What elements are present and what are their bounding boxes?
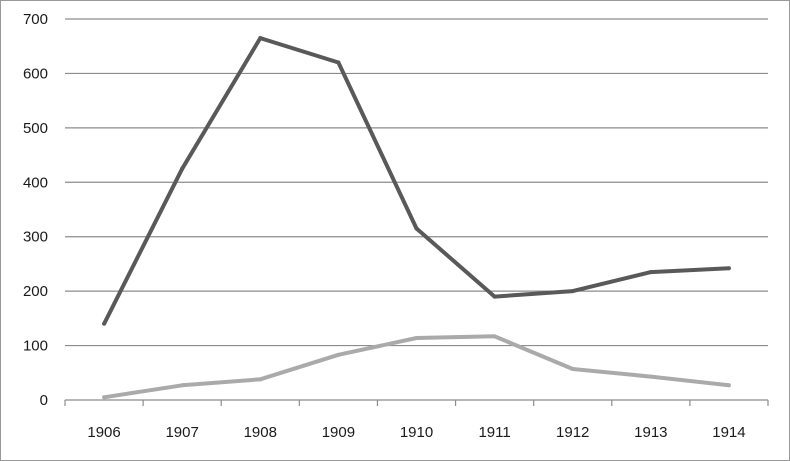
y-tick-label-300: 300 [23,229,48,246]
series-2-point-1910 [414,335,419,340]
series-2-point-1909 [336,352,341,357]
x-tick-label-1908: 1908 [244,424,277,441]
series-1-point-1907 [180,166,185,171]
y-tick-label-0: 0 [40,392,48,409]
x-tick-label-1906: 1906 [87,424,120,441]
y-tick-label-400: 400 [23,174,48,191]
series-1-point-1909 [336,60,341,65]
series-2-point-1907 [180,383,185,388]
x-tick-label-1911: 1911 [478,424,510,441]
series-1-point-1914 [726,266,731,271]
series-2-point-1911 [492,334,497,339]
series-2-point-1914 [726,383,731,388]
x-tick-label-1907: 1907 [165,424,198,441]
series-1-point-1906 [102,321,107,326]
gridlines [65,18,768,347]
series-2-point-1912 [570,366,575,371]
x-tick-label-1910: 1910 [400,424,433,441]
series-1-point-1910 [414,226,419,231]
series-2-point-1906 [102,395,107,400]
series-line-1 [102,36,729,325]
series-1-point-1912 [570,289,575,294]
series-lines [102,36,731,400]
series-1-point-1911 [492,294,497,299]
series-2-point-1908 [258,377,263,382]
x-tick-label-1909: 1909 [322,424,355,441]
y-tick-label-700: 700 [23,11,48,28]
x-axis-tick-labels: 1906 1907 1908 1909 1910 1911 1912 1913 1914 [87,424,745,441]
x-tick-label-1913: 1913 [634,424,667,441]
y-axis-tick-labels: 0 100 200 300 400 500 600 700 [23,11,48,409]
x-tick-label-1914: 1914 [712,424,745,441]
y-tick-label-600: 600 [23,65,48,82]
y-tick-label-500: 500 [23,120,48,137]
series-1-point-1913 [648,270,653,275]
x-axis [64,399,769,406]
x-tick-label-1912: 1912 [556,424,589,441]
series-2-point-1913 [648,374,653,379]
y-tick-label-200: 200 [23,283,48,300]
series-1-point-1908 [258,36,263,41]
y-tick-label-100: 100 [23,338,48,355]
